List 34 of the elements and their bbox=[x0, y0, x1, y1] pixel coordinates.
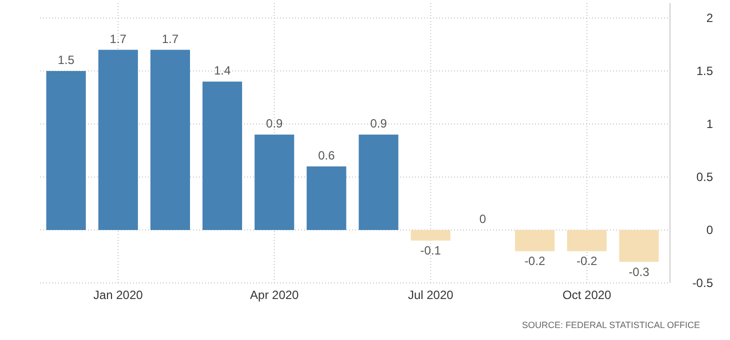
y-tick-label: 1 bbox=[706, 117, 714, 132]
data-label: 1.7 bbox=[110, 32, 127, 46]
data-label: -0.3 bbox=[628, 264, 650, 279]
bar bbox=[306, 166, 346, 230]
data-label: 0.9 bbox=[266, 116, 284, 131]
bar bbox=[254, 134, 294, 230]
y-tick-label: -0.5 bbox=[692, 276, 714, 290]
x-tick-label: Jul 2020 bbox=[408, 288, 454, 302]
bar bbox=[202, 82, 242, 230]
source-note: SOURCE: FEDERAL STATISTICAL OFFICE bbox=[522, 320, 700, 330]
data-label: -0.2 bbox=[576, 254, 598, 268]
bar bbox=[98, 50, 138, 230]
bar bbox=[567, 230, 607, 252]
bar bbox=[619, 230, 659, 262]
bar bbox=[515, 230, 555, 252]
data-label: 1.5 bbox=[58, 53, 75, 67]
data-label: 0.6 bbox=[318, 148, 336, 162]
data-label: 0 bbox=[479, 212, 486, 226]
x-tick-label: Apr 2020 bbox=[250, 288, 300, 302]
bar bbox=[150, 50, 190, 230]
data-label: 1.4 bbox=[214, 64, 231, 78]
x-tick-label: Oct 2020 bbox=[562, 288, 612, 302]
data-label: -0.2 bbox=[524, 254, 546, 268]
y-tick-label: 0.5 bbox=[696, 170, 714, 184]
bar bbox=[46, 71, 86, 230]
y-tick-label: 1.5 bbox=[696, 64, 714, 78]
y-tick-label: 2 bbox=[706, 11, 714, 26]
data-label: 0.9 bbox=[370, 116, 388, 131]
bar bbox=[358, 134, 398, 230]
data-label: -0.1 bbox=[420, 244, 442, 258]
y-tick-label: 0 bbox=[706, 223, 714, 238]
x-tick-label: Jan 2020 bbox=[93, 288, 144, 302]
data-label: 1.7 bbox=[162, 32, 179, 46]
bar bbox=[410, 230, 450, 241]
